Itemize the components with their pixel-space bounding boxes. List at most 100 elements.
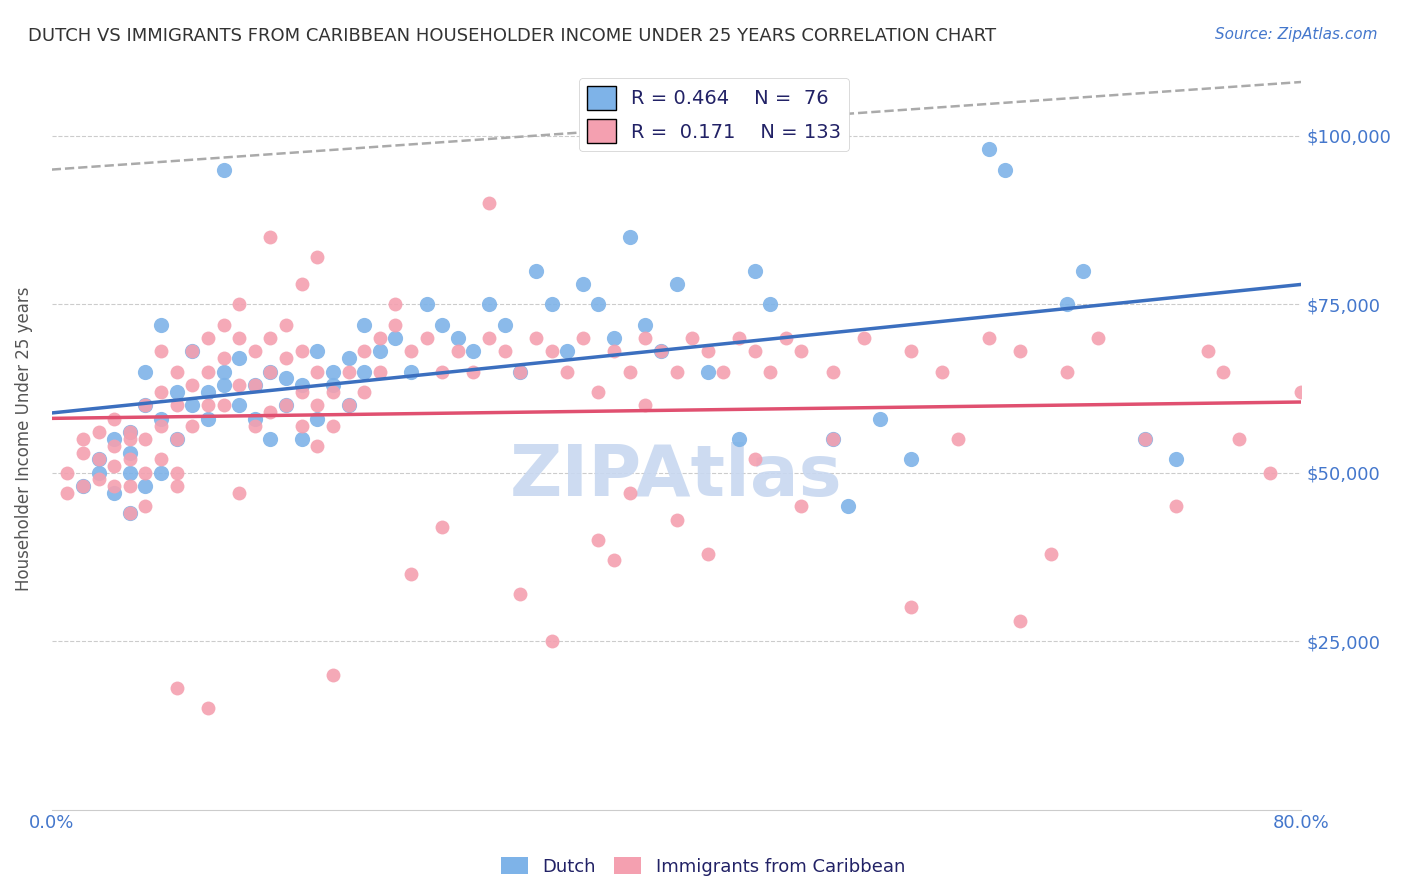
Point — [1291, 384, 1313, 399]
Point — [432, 318, 454, 332]
Point — [150, 452, 173, 467]
Point — [228, 351, 250, 366]
Point — [274, 351, 297, 366]
Point — [291, 418, 314, 433]
Point — [634, 331, 657, 345]
Point — [588, 384, 610, 399]
Point — [228, 331, 250, 345]
Point — [447, 331, 470, 345]
Point — [307, 365, 329, 379]
Point — [307, 412, 329, 426]
Point — [72, 432, 94, 446]
Point — [103, 412, 125, 426]
Point — [353, 384, 375, 399]
Point — [744, 452, 766, 467]
Point — [118, 479, 141, 493]
Point — [353, 365, 375, 379]
Point — [259, 405, 281, 419]
Point — [134, 398, 156, 412]
Point — [1212, 365, 1234, 379]
Point — [837, 500, 859, 514]
Point — [759, 365, 782, 379]
Point — [103, 458, 125, 473]
Point — [555, 365, 578, 379]
Point — [274, 318, 297, 332]
Point — [181, 378, 204, 392]
Point — [103, 486, 125, 500]
Point — [728, 432, 751, 446]
Point — [72, 479, 94, 493]
Point — [228, 378, 250, 392]
Point — [821, 432, 844, 446]
Point — [197, 331, 219, 345]
Point — [56, 466, 79, 480]
Point — [166, 681, 188, 696]
Point — [243, 412, 266, 426]
Y-axis label: Householder Income Under 25 years: Householder Income Under 25 years — [15, 287, 32, 591]
Point — [603, 344, 626, 359]
Point — [619, 230, 641, 244]
Point — [307, 398, 329, 412]
Point — [494, 318, 516, 332]
Point — [181, 344, 204, 359]
Point — [291, 344, 314, 359]
Point — [744, 344, 766, 359]
Point — [166, 432, 188, 446]
Point — [87, 452, 110, 467]
Point — [337, 398, 360, 412]
Point — [197, 384, 219, 399]
Point — [87, 472, 110, 486]
Point — [274, 371, 297, 385]
Point — [900, 452, 922, 467]
Point — [540, 344, 562, 359]
Point — [1227, 432, 1250, 446]
Point — [212, 351, 235, 366]
Point — [166, 432, 188, 446]
Point — [166, 384, 188, 399]
Point — [307, 250, 329, 264]
Point — [56, 486, 79, 500]
Point — [87, 452, 110, 467]
Point — [900, 344, 922, 359]
Point — [259, 331, 281, 345]
Point — [447, 344, 470, 359]
Point — [524, 263, 547, 277]
Point — [322, 384, 344, 399]
Point — [197, 412, 219, 426]
Point — [1071, 263, 1094, 277]
Point — [432, 365, 454, 379]
Point — [463, 344, 485, 359]
Point — [368, 331, 391, 345]
Point — [478, 196, 501, 211]
Point — [307, 344, 329, 359]
Point — [852, 331, 875, 345]
Point — [588, 533, 610, 547]
Point — [118, 466, 141, 480]
Point — [368, 365, 391, 379]
Point — [478, 297, 501, 311]
Point — [399, 566, 422, 581]
Point — [337, 398, 360, 412]
Point — [1010, 344, 1032, 359]
Text: DUTCH VS IMMIGRANTS FROM CARIBBEAN HOUSEHOLDER INCOME UNDER 25 YEARS CORRELATION: DUTCH VS IMMIGRANTS FROM CARIBBEAN HOUSE… — [28, 27, 997, 45]
Point — [368, 344, 391, 359]
Point — [540, 634, 562, 648]
Point — [399, 344, 422, 359]
Point — [259, 365, 281, 379]
Point — [384, 297, 406, 311]
Point — [1133, 432, 1156, 446]
Point — [681, 331, 703, 345]
Point — [259, 230, 281, 244]
Legend: R = 0.464    N =  76, R =  0.171    N = 133: R = 0.464 N = 76, R = 0.171 N = 133 — [579, 78, 849, 151]
Point — [1133, 432, 1156, 446]
Point — [759, 297, 782, 311]
Point — [588, 297, 610, 311]
Point — [118, 445, 141, 459]
Point — [181, 344, 204, 359]
Point — [197, 365, 219, 379]
Point — [977, 142, 1000, 156]
Point — [634, 398, 657, 412]
Legend: Dutch, Immigrants from Caribbean: Dutch, Immigrants from Caribbean — [494, 850, 912, 883]
Point — [415, 297, 437, 311]
Point — [728, 331, 751, 345]
